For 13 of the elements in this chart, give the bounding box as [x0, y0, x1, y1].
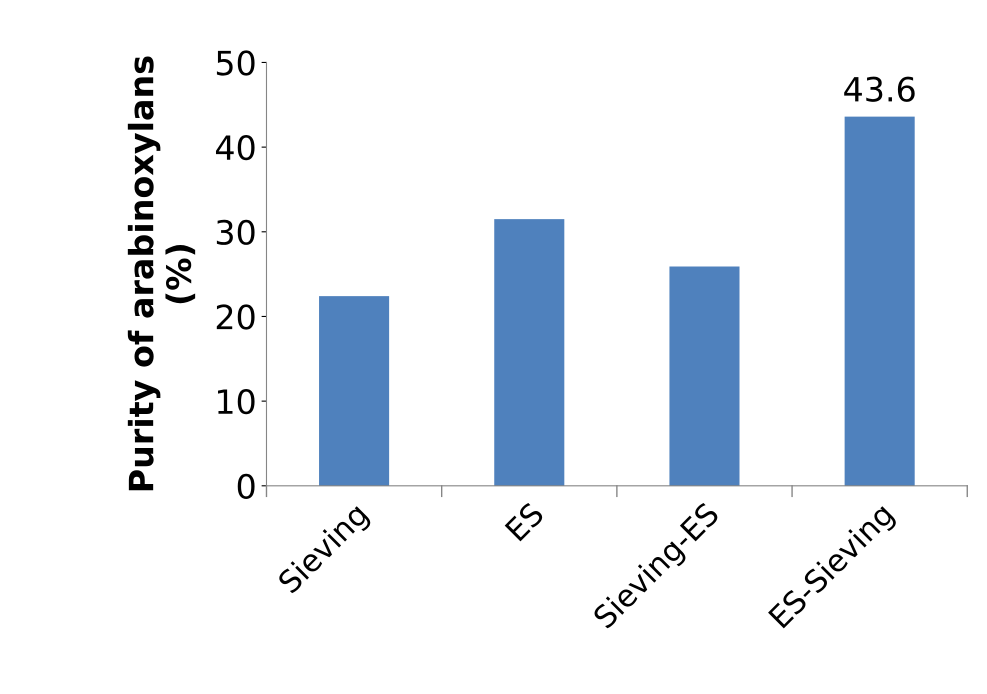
bar: [494, 219, 564, 486]
y-tick-label: 40: [216, 135, 255, 160]
data-label: 43.6: [844, 76, 915, 102]
y-tick-label: 50: [216, 50, 255, 76]
x-tick-label: ES: [504, 501, 545, 542]
bar: [844, 116, 915, 486]
y-tick-label: 0: [238, 474, 255, 499]
y-tick-label: 20: [216, 304, 255, 330]
bar: [669, 266, 740, 486]
y-tick-label: 10: [218, 389, 255, 414]
y-axis-title: Purity of arabinoxylans (%): [128, 56, 196, 490]
y-tick-label: 30: [216, 220, 255, 245]
bar: [319, 296, 390, 486]
